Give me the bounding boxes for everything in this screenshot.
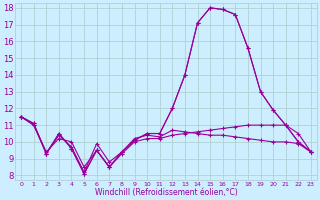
X-axis label: Windchill (Refroidissement éolien,°C): Windchill (Refroidissement éolien,°C) (95, 188, 237, 197)
